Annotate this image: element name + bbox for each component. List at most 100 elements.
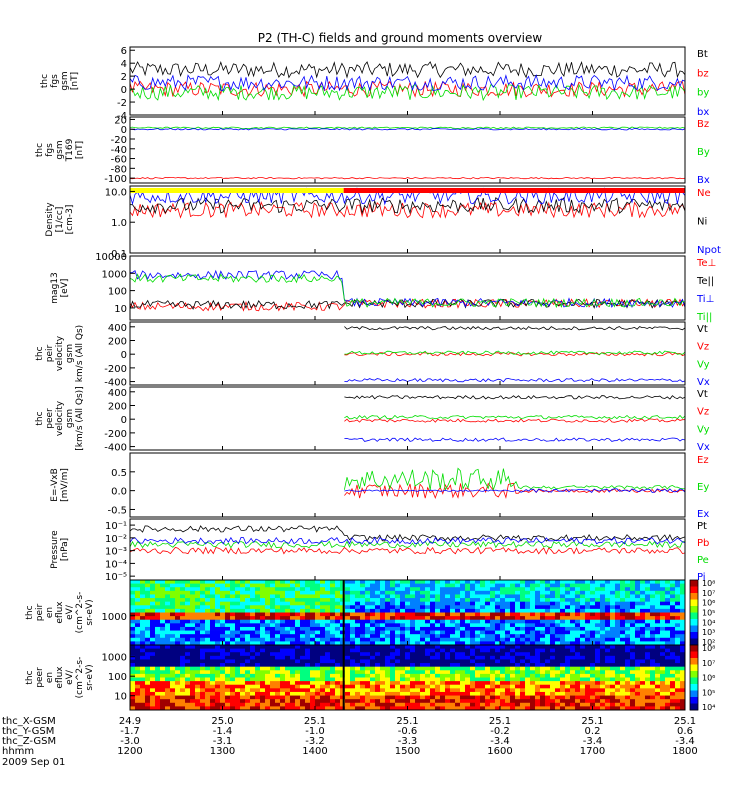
series-line-Vz	[344, 352, 686, 357]
ephem-value: -3.4	[583, 736, 603, 747]
ylabel-line: thc	[35, 411, 45, 425]
legend-Pb: Pb	[697, 538, 709, 549]
ylabel-line: (cm^2-s-	[75, 657, 85, 699]
ylabel-line: [km/s (All Qs)]	[75, 386, 85, 450]
mode-bar-fast	[343, 188, 685, 193]
ephem-value: 1200	[117, 746, 142, 757]
series-line-Ti||	[129, 273, 686, 309]
ylabel-line: [mV/m]	[60, 468, 70, 502]
series-line-bx	[129, 73, 686, 92]
ephemeris-table: thc_X-GSM 24.9 25.0 25.1 25.1 25.1 25.1 25.1 thc…	[2, 716, 698, 757]
ytick-label: 1000	[102, 612, 127, 623]
ylabel-line: eflux	[55, 601, 65, 624]
ytick-label: -400	[104, 378, 127, 389]
ylabel-line: gsm	[55, 140, 65, 159]
ylabel-line: peer	[45, 408, 55, 429]
legend-Ex: Ex	[697, 509, 709, 520]
series-line-By	[129, 126, 686, 129]
ytick-label: 20	[114, 115, 127, 126]
ytick-label: 0.5	[111, 468, 127, 479]
ytick-label: 10.0	[105, 187, 127, 198]
legend-Vy: Vy	[697, 424, 710, 435]
ylabel-line: velocity	[55, 335, 65, 371]
ytick-label: 100	[108, 672, 127, 683]
ytick-label: -200	[104, 364, 127, 375]
ephem-value: -0.6	[398, 726, 418, 737]
ytick-label: 0.1	[111, 249, 127, 260]
ephem-value: 24.9	[119, 716, 141, 727]
series-line-Ey	[344, 467, 686, 492]
legend-Vz: Vz	[697, 407, 709, 418]
spectrogram-peir_flux	[130, 580, 686, 646]
ytick-label: 6	[121, 46, 127, 57]
ephem-label: thc_X-GSM	[2, 716, 56, 727]
colorbar-label: 10²	[702, 638, 715, 647]
ytick-label: 200	[108, 337, 127, 348]
ephem-value: 25.1	[304, 716, 326, 727]
series-line-Bz	[129, 176, 686, 180]
ephem-value: 0.2	[585, 726, 601, 737]
ylabel-line: peir	[35, 603, 45, 621]
series-line-Vx	[344, 378, 686, 383]
ephem-label: hhmm	[2, 746, 34, 757]
ylabel-line: thc	[35, 143, 45, 157]
ylabel-line: [nPa]	[60, 538, 70, 561]
ephem-value: -3.0	[120, 736, 140, 747]
ytick-label: 1000	[102, 653, 127, 664]
ylabel-line: gsm	[60, 71, 70, 90]
series-line-Ti⊥	[130, 269, 686, 309]
ephem-value: 0.6	[677, 726, 693, 737]
ylabel-peir_flux: thc peir en eflux eV/(cm^2-s-sr-eV)	[25, 592, 95, 634]
panel-frame	[129, 46, 686, 116]
series-line-Bt	[129, 60, 686, 79]
colorbar-label: 10⁶	[702, 599, 715, 608]
colorbar-label: 10⁶	[702, 674, 715, 683]
ephem-value: 25.1	[674, 716, 696, 727]
legend-Vt: Vt	[697, 324, 708, 335]
panel-temp: Te⊥ Te|| Ti⊥ Ti|| 10000 1000 100 10 mag13 [eV]	[50, 252, 716, 323]
panel-frame	[129, 185, 686, 254]
ylabel-fgs: thc fgs gsm [nT]	[40, 71, 80, 90]
ephem-value: 1700	[580, 746, 605, 757]
ytick-label: -40	[111, 145, 127, 156]
series-line-Vt	[344, 326, 686, 331]
ylabel-line: peir	[45, 344, 55, 362]
colorbar-label: 10⁴	[702, 703, 715, 712]
ylabel-pee_vel: thc peer velocity gsm [km/s (All Qs)]	[35, 386, 85, 450]
ephem-value: 1400	[302, 746, 327, 757]
ephem-value: 25.1	[489, 716, 511, 727]
colorbar-label: 10⁸	[702, 644, 715, 653]
legend-Bz: Bz	[697, 119, 709, 130]
colorbar-label: 10⁷	[702, 659, 715, 668]
ytick-label: 0	[121, 415, 127, 426]
ytick-label: 10⁻¹	[105, 521, 127, 532]
ylabel-density: Density [1/cc] [cm-3]	[45, 202, 75, 237]
series-line-Pt	[129, 525, 686, 542]
mode-bar-slow	[130, 188, 344, 193]
date-label: 2009 Sep 01	[2, 757, 65, 768]
ylabel-line: T169	[65, 138, 75, 162]
ytick-label: -2	[117, 98, 127, 109]
colorbar-label: 10⁴	[702, 618, 715, 627]
ylabel-line: sr-eV)	[85, 664, 95, 690]
ytick-label: -200	[104, 429, 127, 440]
ylabel-line: E=-VxB	[50, 468, 60, 502]
panel-pei_vel: Vt Vz Vy Vx 400 200 0 -200 -400 thc peir velocity gs…	[35, 321, 710, 389]
ylabel-line: fgs	[45, 143, 55, 157]
ephem-value: -0.2	[490, 726, 510, 737]
ytick-label: 10⁻⁴	[105, 559, 127, 570]
ylabel-line: thc	[40, 74, 50, 88]
legend-Ne: Ne	[697, 188, 711, 199]
ephem-label: thc_Z-GSM	[2, 736, 56, 747]
ytick-label: 10⁻⁵	[105, 572, 127, 583]
ytick-label: 0	[121, 85, 127, 96]
legend-Ni: Ni	[697, 217, 707, 228]
ylabel-pei_vel: thc peir velocity gsm km/s (All Qs)	[35, 325, 85, 382]
legend-Pi: Pi	[697, 572, 706, 583]
ytick-label: 10000	[95, 252, 127, 263]
legend-Bt: Bt	[697, 49, 708, 60]
ylabel-fgs_t169: thc fgs gsm T169 [nT]	[35, 138, 85, 162]
